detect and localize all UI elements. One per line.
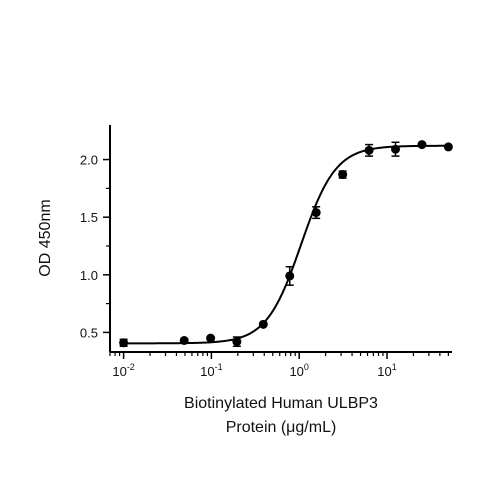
data-point — [391, 144, 401, 154]
data-point — [285, 271, 295, 281]
data-point — [232, 337, 242, 347]
data-point — [206, 333, 216, 343]
fit-curve-group — [123, 144, 449, 345]
y-axis-title: OD 450nm — [37, 199, 54, 276]
data-point — [258, 319, 268, 329]
y-tick-label: 1.0 — [80, 268, 98, 283]
x-tick-exponent: 1 — [392, 362, 397, 372]
x-tick-base: 10 — [200, 364, 214, 379]
x-axis-title-line: Biotinylated Human ULBP3 — [184, 395, 378, 412]
data-point — [364, 145, 374, 155]
data-point — [417, 140, 427, 150]
y-tick-label: 2.0 — [80, 153, 98, 168]
y-tick-label: 1.5 — [80, 210, 98, 225]
data-point — [179, 335, 189, 345]
data-points — [119, 140, 453, 348]
x-tick-label: 10-2 — [112, 362, 134, 379]
x-tick-exponent: 0 — [304, 362, 309, 372]
x-axis-title-line: Protein (μg/mL) — [226, 419, 337, 436]
axes — [103, 125, 452, 359]
x-tick-base: 10 — [377, 364, 391, 379]
data-point — [311, 208, 321, 218]
x-tick-label: 10-1 — [200, 362, 222, 379]
x-tick-exponent: -2 — [127, 362, 135, 372]
x-tick-label: 100 — [289, 362, 308, 379]
data-point — [119, 338, 129, 348]
data-point — [443, 142, 453, 152]
x-tick-exponent: -1 — [215, 362, 223, 372]
x-tick-base: 10 — [112, 364, 126, 379]
data-point — [338, 170, 348, 180]
x-tick-label: 101 — [377, 362, 396, 379]
y-tick-label: 0.5 — [80, 325, 98, 340]
x-tick-base: 10 — [289, 364, 303, 379]
fit-curve — [123, 144, 449, 345]
